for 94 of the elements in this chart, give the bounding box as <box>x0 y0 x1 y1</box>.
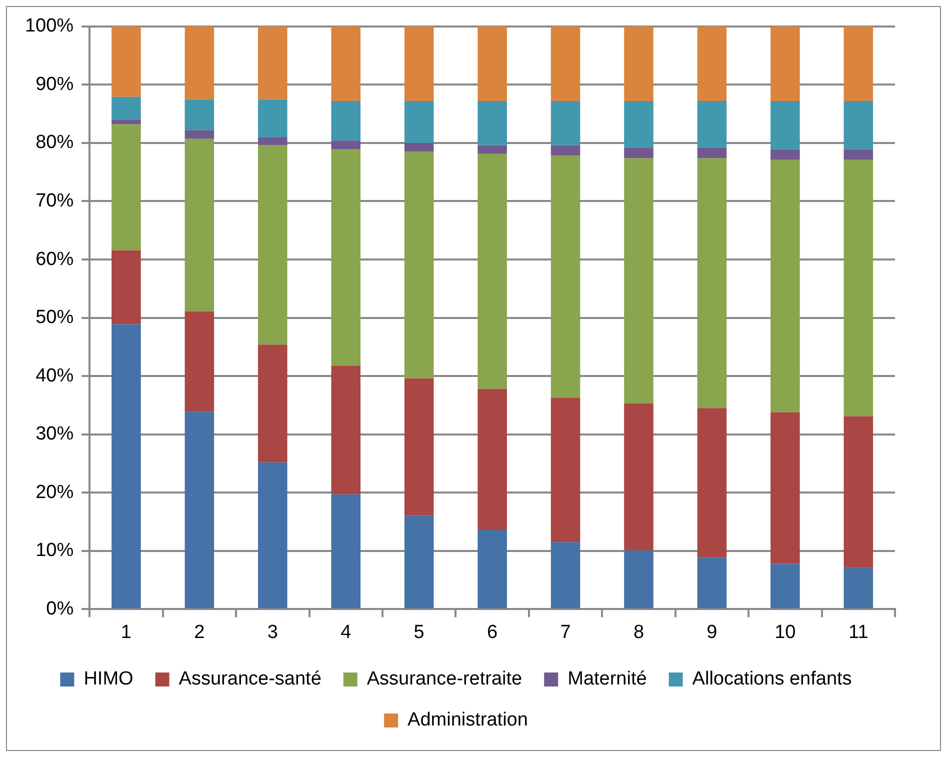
bar <box>478 530 507 608</box>
bar <box>112 26 141 97</box>
bar <box>550 398 580 542</box>
bar <box>331 101 361 141</box>
bar <box>697 101 727 148</box>
bar <box>550 26 580 101</box>
bar <box>112 120 141 124</box>
bar <box>844 26 874 101</box>
x-tick-label: 6 <box>487 622 498 643</box>
legend-label: Administration <box>408 710 528 731</box>
bar <box>697 148 727 158</box>
bar <box>770 160 800 412</box>
y-tick-label: 100% <box>24 16 74 37</box>
bar <box>478 153 507 389</box>
bar <box>404 101 434 143</box>
y-tick-label: 90% <box>36 74 74 95</box>
legend-label: HIMO <box>84 668 134 690</box>
y-tick-label: 10% <box>36 540 74 562</box>
bar <box>258 462 288 608</box>
bar <box>624 403 654 550</box>
bar <box>112 250 141 324</box>
bar <box>331 494 361 608</box>
legend-label: Maternité <box>568 668 647 690</box>
bar <box>331 149 361 366</box>
bar <box>404 152 434 378</box>
bar <box>478 388 507 530</box>
bar <box>697 158 727 408</box>
y-tick-label: 40% <box>36 365 74 386</box>
bar <box>184 130 214 139</box>
bar <box>112 324 141 608</box>
y-tick-label: 30% <box>36 424 74 445</box>
x-tick-label: 3 <box>267 622 278 643</box>
y-tick-label: 20% <box>36 482 74 503</box>
y-tick-label: 80% <box>36 132 74 154</box>
bar <box>624 26 654 101</box>
bar <box>184 412 214 608</box>
bar <box>478 26 507 101</box>
bar <box>404 515 434 608</box>
bar <box>478 101 507 146</box>
bar <box>331 366 361 494</box>
y-tick-label: 50% <box>36 307 74 328</box>
bar <box>770 101 800 150</box>
bar <box>624 550 654 608</box>
x-tick-label: 10 <box>774 622 796 643</box>
bar <box>478 145 507 154</box>
legend-label: Assurance-santé <box>178 668 322 690</box>
y-tick-label: 60% <box>36 248 74 270</box>
bar <box>112 96 141 120</box>
bar <box>844 160 874 416</box>
bar <box>331 140 361 150</box>
bar <box>404 142 434 152</box>
bar <box>697 26 727 101</box>
bar <box>624 148 654 158</box>
bar <box>844 416 874 568</box>
bar <box>844 101 874 150</box>
bar <box>184 138 214 312</box>
bar <box>184 311 214 412</box>
bar <box>624 101 654 148</box>
x-tick-label: 4 <box>340 622 352 643</box>
bar <box>258 26 288 100</box>
bar <box>184 99 214 130</box>
bar <box>624 158 654 404</box>
bar <box>331 26 361 101</box>
bar <box>258 99 288 138</box>
bar <box>770 412 800 564</box>
x-tick-label: 2 <box>194 622 205 643</box>
bar <box>112 124 141 250</box>
bar <box>550 542 580 608</box>
bar <box>404 26 434 101</box>
x-tick-label: 8 <box>633 622 644 643</box>
bar <box>770 149 800 160</box>
bar <box>550 145 580 156</box>
bar <box>184 26 214 100</box>
legend-label: Assurance-retraite <box>366 668 522 690</box>
bar <box>404 378 434 516</box>
bar <box>770 26 800 101</box>
y-tick-label: 70% <box>36 190 74 212</box>
bar <box>697 557 727 608</box>
bar <box>258 344 288 462</box>
bar <box>550 101 580 146</box>
bar <box>770 564 800 608</box>
bar <box>550 156 580 398</box>
bar <box>258 137 288 146</box>
bar <box>844 568 874 608</box>
x-tick-label: 5 <box>414 622 424 643</box>
x-tick-label: 11 <box>848 622 868 643</box>
x-tick-label: 9 <box>706 622 718 643</box>
x-tick-label: 7 <box>560 622 571 643</box>
x-tick-label: 1 <box>120 622 132 643</box>
bar <box>697 408 727 558</box>
bar <box>844 149 874 160</box>
legend-label: Allocations enfants <box>692 668 852 690</box>
y-tick-label: 0% <box>46 598 74 620</box>
bar <box>258 145 288 345</box>
